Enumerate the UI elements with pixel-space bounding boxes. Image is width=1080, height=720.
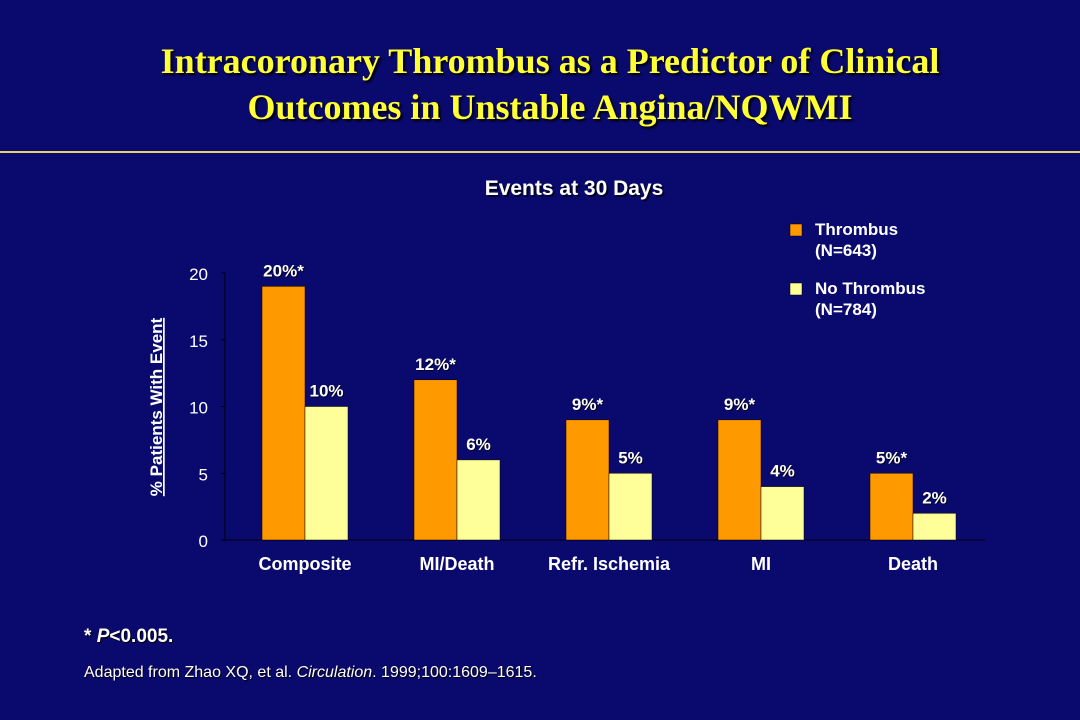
bar [456, 459, 501, 541]
footnote-star: * [84, 626, 97, 647]
bar [413, 379, 458, 541]
data-label-shadow: 9%* [573, 396, 605, 415]
x-tick-label: Death [888, 554, 938, 574]
source-journal: Circulation [296, 664, 373, 681]
x-tick-label: Refr. Ischemia [548, 554, 671, 574]
data-label-shadow: 6% [467, 436, 492, 455]
source-citation: Adapted from Zhao XQ, et al. Circulation… [84, 664, 537, 682]
data-label: 9%* [572, 395, 604, 414]
data-label-shadow: 10% [310, 383, 344, 402]
bar [912, 513, 957, 541]
bar [608, 473, 653, 541]
data-label: 2% [922, 488, 947, 507]
chart-title-shadow: Events at 30 Days [487, 179, 666, 202]
slide-title: Intracoronary Thrombus as a Predictor of… [0, 38, 1080, 130]
data-label: 4% [770, 462, 795, 481]
data-label: 10% [309, 382, 343, 401]
bar [869, 473, 914, 541]
data-label: 6% [466, 435, 491, 454]
data-label-shadow: 5% [619, 449, 644, 468]
source-authors: Adapted from Zhao XQ, et al. [84, 664, 297, 681]
slide-title-line-2: Outcomes in Unstable Angina/NQWMI [247, 87, 853, 127]
data-label: 5% [618, 448, 643, 467]
y-tick-label: 0 [199, 532, 208, 551]
legend-label: No Thrombus [815, 279, 926, 298]
data-label: 12%* [415, 355, 456, 374]
y-tick-label: 10 [189, 399, 208, 418]
x-tick-label: MI [751, 554, 771, 574]
title-divider [0, 151, 1080, 153]
data-label: 20%* [263, 261, 304, 280]
x-tick-label: Composite [258, 554, 351, 574]
data-label: 9%* [724, 395, 756, 414]
y-axis-label: % Patients With Event [147, 317, 166, 496]
source-details: . 1999;100:1609–1615. [372, 664, 537, 681]
y-tick-label: 5 [199, 465, 208, 484]
y-tick-label: 15 [189, 332, 208, 351]
significance-footnote: * P<0.005. [84, 626, 173, 648]
legend-swatch [789, 282, 803, 296]
legend-label-sub: (N=643) [815, 241, 877, 260]
data-label: 5%* [876, 448, 908, 467]
bar [760, 486, 805, 541]
data-label-shadow: 12%* [416, 356, 457, 375]
data-label-shadow: 5%* [877, 449, 909, 468]
data-label-shadow: 4% [771, 463, 796, 482]
data-label-shadow: 20%* [264, 262, 305, 281]
data-label-shadow: 2% [923, 489, 948, 508]
data-label-shadow: 9%* [725, 396, 757, 415]
bar [717, 419, 762, 541]
legend-swatch [789, 223, 803, 237]
legend-label-sub: (N=784) [815, 300, 877, 319]
bar [304, 406, 349, 541]
bar [261, 286, 306, 541]
chart-title: Events at 30 Days [485, 177, 664, 200]
footnote-threshold: <0.005. [109, 626, 174, 647]
bar [565, 419, 610, 541]
legend-label: Thrombus [815, 220, 898, 239]
slide-title-line-1: Intracoronary Thrombus as a Predictor of… [160, 41, 940, 81]
footnote-p: P [96, 626, 110, 647]
x-tick-label: MI/Death [419, 554, 494, 574]
y-tick-label: 20 [189, 265, 208, 284]
